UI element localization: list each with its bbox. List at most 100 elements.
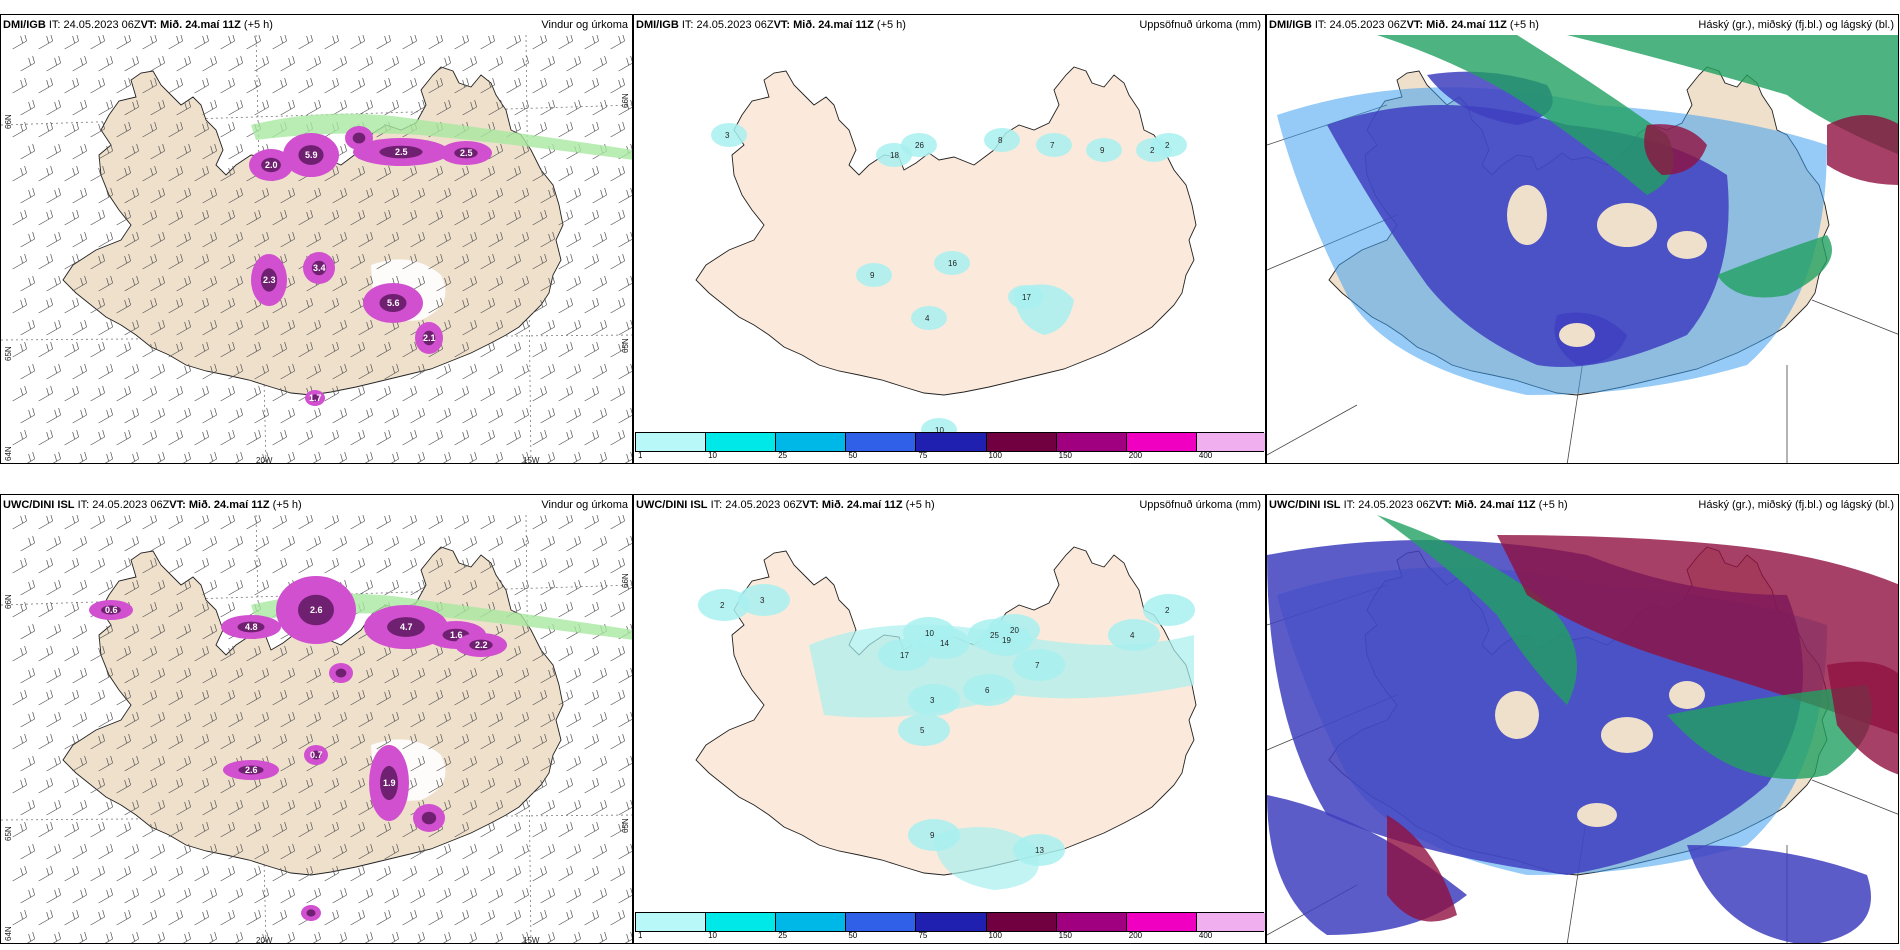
high-cloud	[1827, 115, 1898, 185]
accum-labels: 3 18 26 8 7 9 2 2 9 16 17 4 10	[725, 131, 1170, 435]
panel-model-info: UWC/DINI ISL IT: 24.05.2023 06ZVT: Mið. …	[1269, 495, 1568, 515]
accum-value-label: 2	[720, 601, 725, 610]
panel-title: Uppsöfnuð úrkoma (mm)	[1139, 19, 1261, 31]
precip-core	[298, 594, 334, 626]
panel-header: DMI/IGB IT: 24.05.2023 06ZVT: Mið. 24.ma…	[1267, 15, 1898, 35]
panel-model-info: UWC/DINI ISL IT: 24.05.2023 06ZVT: Mið. …	[3, 495, 302, 515]
longitude-label: 15W	[523, 936, 540, 944]
accum-value-label: 10	[925, 629, 934, 638]
latitude-label: 64N	[4, 926, 13, 941]
model-name: DMI/IGB	[1269, 19, 1312, 31]
accum-value-label: 10	[935, 426, 944, 435]
high-cloud	[1827, 661, 1898, 775]
wind-precip-map: 2.0 5.9 2.5 2.5 2.3 3.4 5.6 2.1 1.7 20W 15W 66N 65N 6…	[1, 35, 632, 464]
accum-value-label: 17	[900, 651, 909, 660]
precip-value-label: 0.7	[310, 750, 323, 760]
precip-value-label: 2.2	[475, 640, 488, 650]
high-cloud	[1387, 815, 1457, 922]
precip-core	[306, 909, 316, 917]
accum-value-label: 3	[930, 696, 935, 705]
precip-core	[387, 617, 425, 637]
accum-area	[1108, 619, 1160, 651]
panel-title: Háský (gr.), miðský (fj.bl.) og lágský (…	[1698, 499, 1894, 511]
precip-core	[379, 145, 423, 159]
accum-precip-map: 3 18 26 8 7 9 2 2 9 16 17 4 10	[695, 66, 1197, 442]
colorbar-label: 50	[848, 931, 858, 940]
latitude-label: 65N	[4, 346, 13, 361]
precip-value-label: 5.9	[305, 150, 318, 160]
accum-area	[856, 263, 892, 287]
accum-value-label: 13	[1035, 846, 1044, 855]
precip-core	[260, 268, 278, 292]
colorbar-label: 75	[918, 931, 928, 940]
precip-core	[422, 330, 436, 346]
lead-time: (+5 h)	[243, 19, 273, 31]
valid-time: Mið. 24.maí 11Z	[188, 499, 270, 511]
valid-time-label: VT:	[169, 499, 186, 511]
colorbar-label: 1	[638, 931, 643, 940]
panel-clouds-uwc: UWC/DINI ISL IT: 24.05.2023 06ZVT: Mið. …	[1266, 494, 1899, 944]
colorbar-label: 400	[1198, 931, 1213, 940]
clear-patch	[1669, 681, 1705, 709]
accum-value-label: 2	[1165, 141, 1170, 150]
init-time: IT: 24.05.2023 06Z	[1314, 19, 1407, 31]
precip-value-label: 1.6	[450, 630, 463, 640]
accum-value-label: 8	[998, 136, 1003, 145]
precip-value-label: 0.6	[105, 605, 118, 615]
init-time: IT: 24.05.2023 06Z	[681, 19, 774, 31]
panel-header: DMI/IGB IT: 24.05.2023 06ZVT: Mið. 24.ma…	[1, 15, 632, 35]
model-name: DMI/IGB	[3, 19, 46, 31]
panel-clouds-dmi: DMI/IGB IT: 24.05.2023 06ZVT: Mið. 24.ma…	[1266, 14, 1899, 464]
precip-core	[421, 811, 437, 825]
precip-labels: 0.6 4.8 2.6 4.7 1.6 2.2 2.6 0.7 1.9	[105, 605, 488, 788]
panel-title: Vindur og úrkoma	[541, 19, 628, 31]
accum-value-label: 5	[920, 726, 925, 735]
accum-value-label: 20	[1010, 626, 1019, 635]
longitude-label: 15W	[523, 456, 540, 464]
clear-patch	[1507, 185, 1547, 245]
axis-labels: 20W 15W 66N 65N 64N 66N 65N	[4, 573, 630, 944]
precip-core	[101, 605, 121, 615]
precip-value-label: 3.4	[313, 263, 326, 273]
wind-precip-map: 0.6 4.8 2.6 4.7 1.6 2.2 2.6 0.7 1.9 20W 15W 66N 65N 6…	[1, 515, 632, 944]
lead-time: (+5 h)	[905, 499, 935, 511]
model-name: UWC/DINI ISL	[3, 499, 75, 511]
colorbar-cell	[1056, 433, 1127, 451]
precip-value-label: 2.1	[423, 333, 436, 343]
accum-value-label: 2	[1165, 606, 1170, 615]
high-cloud	[1717, 235, 1832, 298]
cloud-map	[1267, 515, 1898, 943]
accum-value-label: 9	[1100, 146, 1105, 155]
accum-value-label: 7	[1035, 661, 1040, 670]
panel-model-info: DMI/IGB IT: 24.05.2023 06ZVT: Mið. 24.ma…	[3, 15, 273, 35]
precip-core	[311, 260, 327, 276]
precip-value-label: 2.5	[460, 148, 473, 158]
accum-value-label: 19	[1002, 636, 1011, 645]
accum-area	[934, 251, 970, 275]
panel-header: UWC/DINI ISL IT: 24.05.2023 06ZVT: Mið. …	[1, 495, 632, 515]
latitude-label: 66N	[621, 93, 630, 108]
iceland-landmass	[695, 66, 1197, 396]
colorbar-cell	[846, 913, 917, 931]
latitude-label: 66N	[4, 114, 13, 129]
valid-time-label: VT:	[1406, 19, 1424, 31]
colorbar-cell	[776, 433, 847, 451]
accum-value-label: 17	[1022, 293, 1031, 302]
panel-accum-precip-uwc: UWC/DINI ISL IT: 24.05.2023 06ZVT: Mið. …	[633, 494, 1266, 944]
precip-value-label: 2.0	[265, 160, 278, 170]
precip-core	[469, 639, 493, 651]
valid-time-label: VT:	[1435, 499, 1452, 511]
precip-core	[298, 145, 324, 165]
accum-area	[901, 133, 937, 157]
colorbar-cell	[706, 913, 777, 931]
accum-area	[898, 714, 950, 746]
precip-value-label: 1.7	[309, 393, 322, 403]
panel-title: Vindur og úrkoma	[541, 499, 628, 511]
clear-patch	[1601, 717, 1653, 753]
panel-accum-precip-dmi: DMI/IGB IT: 24.05.2023 06ZVT: Mið. 24.ma…	[633, 14, 1266, 464]
axis-labels: 20W 15W 66N 65N 64N 66N 65N	[4, 93, 630, 464]
accum-value-label: 14	[940, 639, 949, 648]
accum-value-label: 9	[870, 271, 875, 280]
panel-header: UWC/DINI ISL IT: 24.05.2023 06ZVT: Mið. …	[1267, 495, 1898, 515]
